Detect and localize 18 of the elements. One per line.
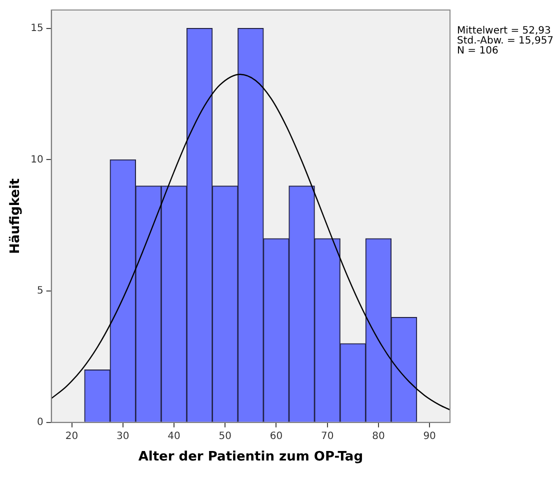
- x-tick-label: 30: [116, 430, 130, 442]
- x-tick-label: 20: [65, 430, 78, 442]
- text: Mittelwert = 52,93: [457, 26, 551, 37]
- y-tick-label: 5: [36, 286, 44, 297]
- y-tick-label: 10: [30, 154, 44, 166]
- x-tick-label: 60: [270, 430, 283, 442]
- x-tick-label: 90: [423, 430, 436, 442]
- y-tick-label: 15: [30, 22, 44, 34]
- line-series: [51, 74, 450, 410]
- x-tick-label: 50: [218, 430, 232, 442]
- x-axis-title: Alter der Patientin zum OP-Tag: [138, 450, 364, 465]
- y-tick-label: 0: [36, 416, 44, 428]
- x-tick-label: 80: [372, 430, 385, 442]
- x-tick-label: 40: [168, 430, 180, 442]
- text: Std.-Abw. = 15,957: [457, 36, 554, 47]
- text: N = 106: [457, 46, 498, 57]
- y-axis-title: Häufigkeit: [8, 178, 24, 254]
- x-tick-label: 70: [320, 430, 334, 442]
